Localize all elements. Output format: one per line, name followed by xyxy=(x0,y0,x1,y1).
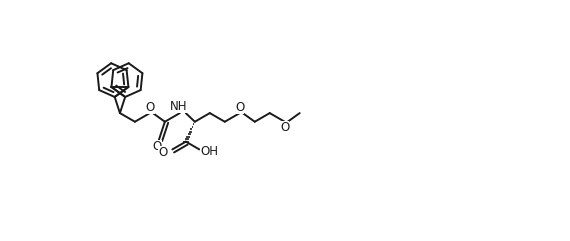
Text: O: O xyxy=(158,146,168,159)
Text: O: O xyxy=(280,121,290,134)
Text: OH: OH xyxy=(200,145,218,158)
Text: O: O xyxy=(152,140,161,153)
Text: O: O xyxy=(145,101,154,114)
Text: O: O xyxy=(235,101,245,114)
Text: NH: NH xyxy=(170,100,188,113)
